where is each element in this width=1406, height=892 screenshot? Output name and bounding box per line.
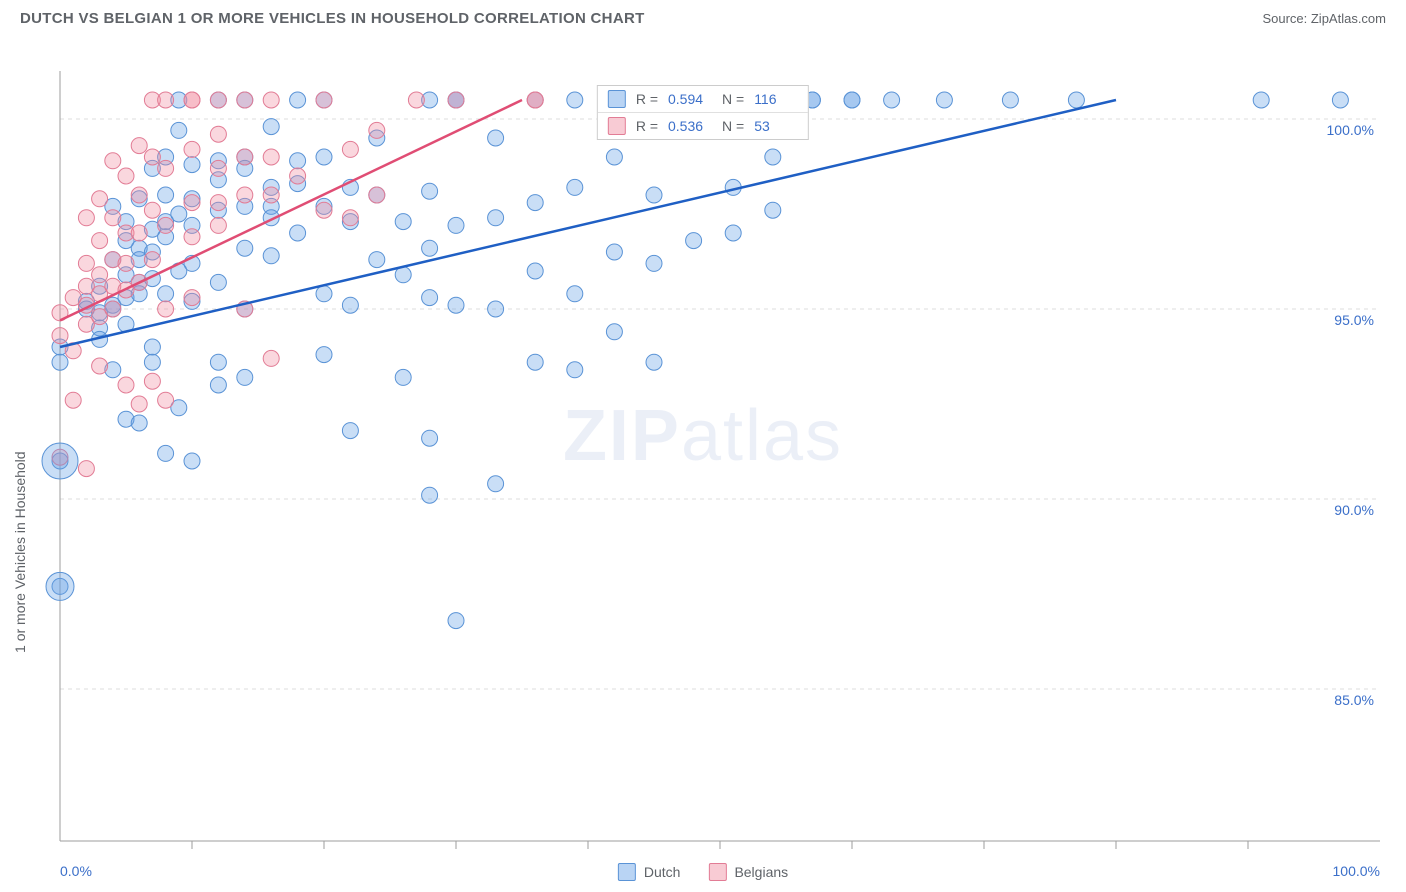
- stats-swatch-dutch: [608, 90, 626, 108]
- source-prefix: Source:: [1262, 11, 1310, 26]
- svg-text:100.0%: 100.0%: [1327, 122, 1374, 138]
- legend: Dutch Belgians: [618, 863, 788, 881]
- stats-n-value-dutch: 116: [754, 91, 798, 107]
- chart-container: 85.0% 90.0% 95.0% 100.0% 1 or more Vehicles …: [0, 33, 1406, 891]
- stats-r-value-belgians: 0.536: [668, 118, 712, 134]
- x-axis-min-label: 0.0%: [60, 863, 92, 879]
- stats-row-dutch: R = 0.594 N = 116: [598, 86, 808, 113]
- stats-n-value-belgians: 53: [754, 118, 798, 134]
- chart-title: DUTCH VS BELGIAN 1 OR MORE VEHICLES IN H…: [20, 10, 645, 27]
- source-link[interactable]: ZipAtlas.com: [1311, 11, 1386, 26]
- x-axis-max-label: 100.0%: [1333, 863, 1380, 879]
- correlation-stats-box: R = 0.594 N = 116 R = 0.536 N = 53: [597, 85, 809, 140]
- stats-row-belgians: R = 0.536 N = 53: [598, 113, 808, 139]
- svg-text:85.0%: 85.0%: [1334, 692, 1374, 708]
- stats-r-label: R =: [636, 91, 658, 107]
- chart-header: DUTCH VS BELGIAN 1 OR MORE VEHICLES IN H…: [0, 0, 1406, 33]
- svg-text:95.0%: 95.0%: [1334, 312, 1374, 328]
- legend-label-belgians: Belgians: [734, 864, 788, 880]
- svg-text:1 or more Vehicles in Househol: 1 or more Vehicles in Household: [12, 451, 28, 653]
- legend-item-dutch: Dutch: [618, 863, 681, 881]
- chart-source: Source: ZipAtlas.com: [1262, 11, 1386, 26]
- svg-text:90.0%: 90.0%: [1334, 502, 1374, 518]
- stats-r-value-dutch: 0.594: [668, 91, 712, 107]
- stats-r-label: R =: [636, 118, 658, 134]
- stats-n-label: N =: [722, 118, 744, 134]
- stats-swatch-belgians: [608, 117, 626, 135]
- legend-swatch-belgians: [708, 863, 726, 881]
- stats-n-label: N =: [722, 91, 744, 107]
- legend-item-belgians: Belgians: [708, 863, 788, 881]
- scatter-chart: 85.0% 90.0% 95.0% 100.0% 1 or more Vehicles …: [0, 33, 1406, 853]
- legend-label-dutch: Dutch: [644, 864, 681, 880]
- legend-swatch-dutch: [618, 863, 636, 881]
